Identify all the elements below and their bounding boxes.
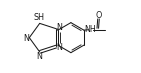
Text: O: O [95,11,102,20]
Text: N: N [36,52,42,61]
Text: N: N [23,34,29,43]
Text: N: N [56,23,62,32]
Text: SH: SH [33,13,44,22]
Text: N: N [56,43,62,52]
Text: NH: NH [85,25,96,34]
